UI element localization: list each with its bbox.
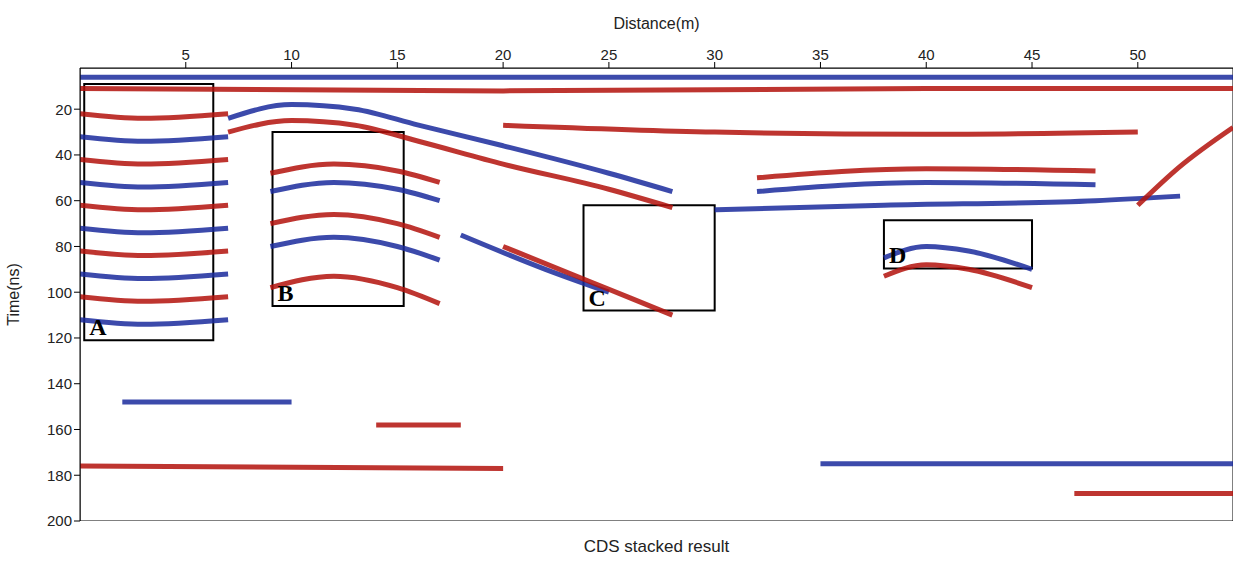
svg-text:180: 180 [47, 467, 72, 484]
svg-text:80: 80 [55, 238, 72, 255]
svg-text:20: 20 [495, 46, 512, 63]
svg-text:5: 5 [182, 46, 190, 63]
svg-text:D: D [889, 242, 906, 268]
svg-text:Time(ns): Time(ns) [5, 263, 22, 326]
svg-text:Distance(m): Distance(m) [613, 15, 699, 32]
svg-text:40: 40 [55, 146, 72, 163]
svg-text:15: 15 [389, 46, 406, 63]
svg-text:35: 35 [812, 46, 829, 63]
svg-text:45: 45 [1024, 46, 1041, 63]
svg-text:10: 10 [283, 46, 300, 63]
svg-text:50: 50 [1129, 46, 1146, 63]
svg-text:120: 120 [47, 329, 72, 346]
html-text:CDS stacked result: CDS stacked result [583, 537, 730, 556]
svg-text:C: C [589, 285, 606, 311]
svg-text:40: 40 [918, 46, 935, 63]
svg-text:60: 60 [55, 192, 72, 209]
svg-text:A: A [89, 314, 107, 340]
svg-text:20: 20 [55, 101, 72, 118]
svg-text:B: B [278, 280, 294, 306]
svg-text:30: 30 [706, 46, 723, 63]
svg-text:200: 200 [47, 512, 72, 529]
svg-text:25: 25 [601, 46, 618, 63]
svg-text:140: 140 [47, 375, 72, 392]
svg-text:160: 160 [47, 421, 72, 438]
svg-text:100: 100 [47, 284, 72, 301]
